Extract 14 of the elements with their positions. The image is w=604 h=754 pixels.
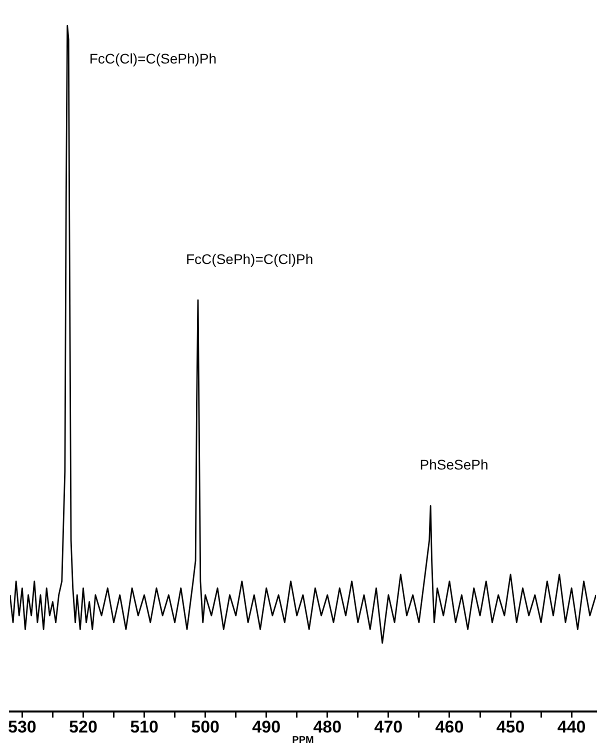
x-tick-label: 450 [496,717,525,736]
annotation: FcC(SePh)=C(Cl)Ph [186,250,314,267]
annotation: FcC(Cl)=C(SePh)Ph [89,50,217,67]
x-tick-label: 480 [313,717,342,736]
x-tick-label: 440 [557,717,586,736]
x-tick-label: 500 [191,717,220,736]
x-tick-label: 510 [130,717,158,736]
x-tick-label: 520 [69,717,98,736]
annotation: PhSeSePh [420,456,488,473]
x-tick-label: 470 [374,717,403,736]
x-tick-label: 530 [8,717,36,736]
x-tick-label: 460 [435,717,464,736]
x-axis-title: PPM [292,734,314,746]
x-tick-label: 490 [252,717,281,736]
